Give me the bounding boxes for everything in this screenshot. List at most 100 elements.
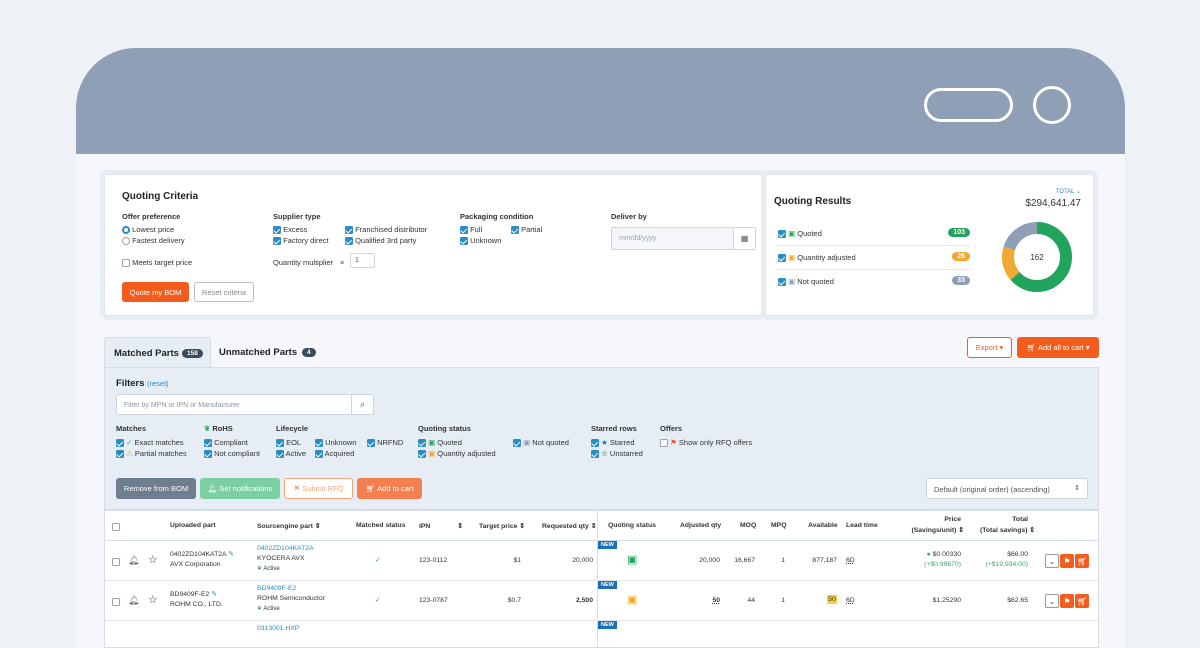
- filter-quoted[interactable]: ▣ Quoted: [418, 438, 462, 448]
- set-notifications-button[interactable]: 🔔︎ Set notifications: [200, 478, 280, 499]
- window-pill-control[interactable]: [924, 88, 1013, 122]
- supplier-factory-direct[interactable]: Factory direct: [273, 236, 329, 246]
- deliver-by-field[interactable]: mm/dd/yyyy ▦: [611, 227, 756, 250]
- packaging-partial[interactable]: Partial: [511, 225, 542, 235]
- filter-rfq-offers[interactable]: ⚑ Show only RFQ offers: [660, 438, 752, 448]
- filter-unstarred[interactable]: ☆ Unstarred: [591, 449, 643, 459]
- radio-icon[interactable]: [122, 226, 130, 235]
- checkbox-icon[interactable]: [460, 226, 468, 235]
- quantity-multiplier-label: Quantity multiplier: [273, 258, 334, 267]
- filter-not-quoted[interactable]: ▣ Not quoted: [513, 438, 569, 448]
- export-button[interactable]: Export ▾: [967, 337, 1012, 358]
- filter-active[interactable]: Active: [276, 449, 306, 459]
- updown-chevron-icon: ⇕: [1074, 485, 1080, 492]
- offer-preference-label: Offer preference: [122, 212, 181, 221]
- bell-icon[interactable]: 🔔︎: [128, 595, 140, 605]
- remove-from-bom-button[interactable]: Remove from BOM: [116, 478, 196, 499]
- checkbox-icon[interactable]: [273, 237, 281, 246]
- rfq-flag-icon[interactable]: ⚑: [1060, 554, 1074, 568]
- source-part-link[interactable]: 0402ZD104KAT2A: [257, 545, 314, 552]
- filter-quantity-adjusted[interactable]: ▣ Quantity adjusted: [418, 449, 496, 459]
- sort-price[interactable]: Price: [944, 516, 961, 523]
- edit-pencil-icon[interactable]: ✎: [228, 551, 234, 558]
- filter-unknown[interactable]: Unknown: [315, 438, 356, 448]
- result-row-adjusted[interactable]: ▣ Quantity adjusted 26: [778, 246, 970, 270]
- source-part-link[interactable]: 0313001.HXP: [257, 625, 300, 632]
- deliver-by-placeholder: mm/dd/yyyy: [619, 235, 657, 242]
- cart-icon[interactable]: 🛒︎: [1075, 554, 1089, 568]
- bell-icon[interactable]: 🔔︎: [128, 555, 140, 565]
- filter-compliant[interactable]: Compliant: [204, 438, 248, 448]
- donut-segment-quantity-adjusted: [1002, 222, 1072, 292]
- clipboard-alert-icon: ▣: [428, 449, 436, 458]
- source-part-link[interactable]: BD9409F-E2: [257, 585, 297, 592]
- checkbox-icon[interactable]: [345, 226, 353, 235]
- filters-reset-link[interactable]: (reset): [147, 379, 169, 388]
- rfq-flag-icon[interactable]: ⚑: [1060, 594, 1074, 608]
- result-row-not-quoted[interactable]: ▣ Not quoted 33: [778, 270, 970, 294]
- result-row-quoted[interactable]: ▣ Quoted 103: [778, 222, 970, 246]
- table-row[interactable]: 0313001.HXP NEW: [105, 621, 1098, 648]
- sort-source[interactable]: Sourcengine part ⇕: [257, 523, 321, 530]
- quantity-multiplier-input[interactable]: 1: [350, 253, 375, 268]
- table-row[interactable]: 🔔︎ ☆ BD9409F-E2 ✎ ROHM CO., LTD. BD9409F…: [105, 581, 1098, 621]
- tab-matched-parts[interactable]: Matched Parts 158: [104, 337, 211, 368]
- supplier-qualified[interactable]: Qualified 3rd party: [345, 236, 416, 246]
- total-dropdown[interactable]: TOTAL ⌄: [1055, 189, 1081, 195]
- quote-my-bom-button[interactable]: Quote my BOM: [122, 282, 189, 302]
- quoting-results-panel: Quoting Results TOTAL ⌄ $294,641.47 ▣ Qu…: [765, 174, 1094, 316]
- filter-exact-matches[interactable]: ✓ Exact matches: [116, 438, 184, 448]
- filter-acquired[interactable]: Acquired: [315, 449, 354, 459]
- checkbox-icon[interactable]: [345, 237, 353, 246]
- sort-requested[interactable]: Requested qty ⇕: [542, 523, 597, 530]
- checkbox-icon[interactable]: [778, 230, 786, 239]
- star-outline-icon[interactable]: ☆: [148, 554, 158, 566]
- supplier-excess[interactable]: Excess: [273, 225, 307, 235]
- checkbox-icon[interactable]: [511, 226, 519, 235]
- checkbox-icon[interactable]: [122, 259, 130, 268]
- filter-nrfnd[interactable]: NRFND: [367, 438, 403, 448]
- filter-eol[interactable]: EOL: [276, 438, 301, 448]
- offer-lowest-price[interactable]: Lowest price: [122, 225, 174, 235]
- chevron-down-icon[interactable]: ⌄: [1045, 594, 1059, 608]
- row-checkbox[interactable]: [112, 597, 120, 606]
- filter-partial-matches[interactable]: ⚠ Partial matches: [116, 449, 187, 459]
- sort-target[interactable]: Target price ⇕: [479, 523, 525, 530]
- tab-unmatched-parts[interactable]: Unmatched Parts 4: [219, 337, 324, 368]
- table-row[interactable]: 🔔︎ ☆ 0402ZD104KAT2A ✎ AVX Corporation 04…: [105, 541, 1098, 581]
- sort-select[interactable]: Default (original order) (ascending) ⇕: [926, 478, 1088, 499]
- star-outline-icon[interactable]: ☆: [148, 594, 158, 606]
- checkbox-icon[interactable]: [778, 278, 786, 287]
- cart-icon[interactable]: 🛒︎: [1075, 594, 1089, 608]
- search-icon[interactable]: ⌕: [351, 395, 373, 414]
- add-to-cart-button[interactable]: 🛒︎ Add to cart: [357, 478, 422, 499]
- radio-icon[interactable]: [122, 237, 130, 246]
- chevron-down-icon[interactable]: ⌄: [1045, 554, 1059, 568]
- sort-ipn[interactable]: IPN ⇕: [419, 523, 463, 530]
- rfq-flag-icon: ⚑: [670, 438, 677, 447]
- reset-criteria-button[interactable]: Reset criteria: [194, 282, 254, 302]
- row-checkbox[interactable]: [112, 557, 120, 566]
- sort-total[interactable]: Total: [1012, 516, 1028, 523]
- supplier-type-label: Supplier type: [273, 212, 321, 221]
- select-all-checkbox[interactable]: [112, 522, 120, 531]
- filter-search-input[interactable]: Filter by MPN or IPN or Manufacturer ⌕: [116, 394, 374, 415]
- new-tag: NEW: [598, 541, 617, 549]
- edit-pencil-icon[interactable]: ✎: [211, 591, 217, 598]
- checkbox-icon[interactable]: [460, 237, 468, 246]
- checkbox-icon[interactable]: [273, 226, 281, 235]
- packaging-unknown[interactable]: Unknown: [460, 236, 501, 246]
- clipboard-check-icon: ▣: [788, 229, 796, 238]
- packaging-full[interactable]: Full: [460, 225, 482, 235]
- calendar-icon[interactable]: ▦: [733, 228, 755, 249]
- offer-fastest-delivery[interactable]: Fastest delivery: [122, 236, 185, 246]
- meets-target-checkbox[interactable]: Meets target price: [122, 258, 192, 268]
- supplier-franchised[interactable]: Franchised distributor: [345, 225, 427, 235]
- checkbox-icon[interactable]: [778, 254, 786, 263]
- submit-rfq-button[interactable]: ⚑ Submit RFQ: [284, 478, 353, 499]
- window-circle-control[interactable]: [1033, 86, 1071, 124]
- filter-not-compliant[interactable]: Not compliant: [204, 449, 260, 459]
- add-all-to-cart-button[interactable]: 🛒︎ Add all to cart ▾: [1017, 337, 1099, 358]
- filter-starred[interactable]: ★ Starred: [591, 438, 635, 448]
- unmatched-count-badge: 4: [302, 348, 316, 357]
